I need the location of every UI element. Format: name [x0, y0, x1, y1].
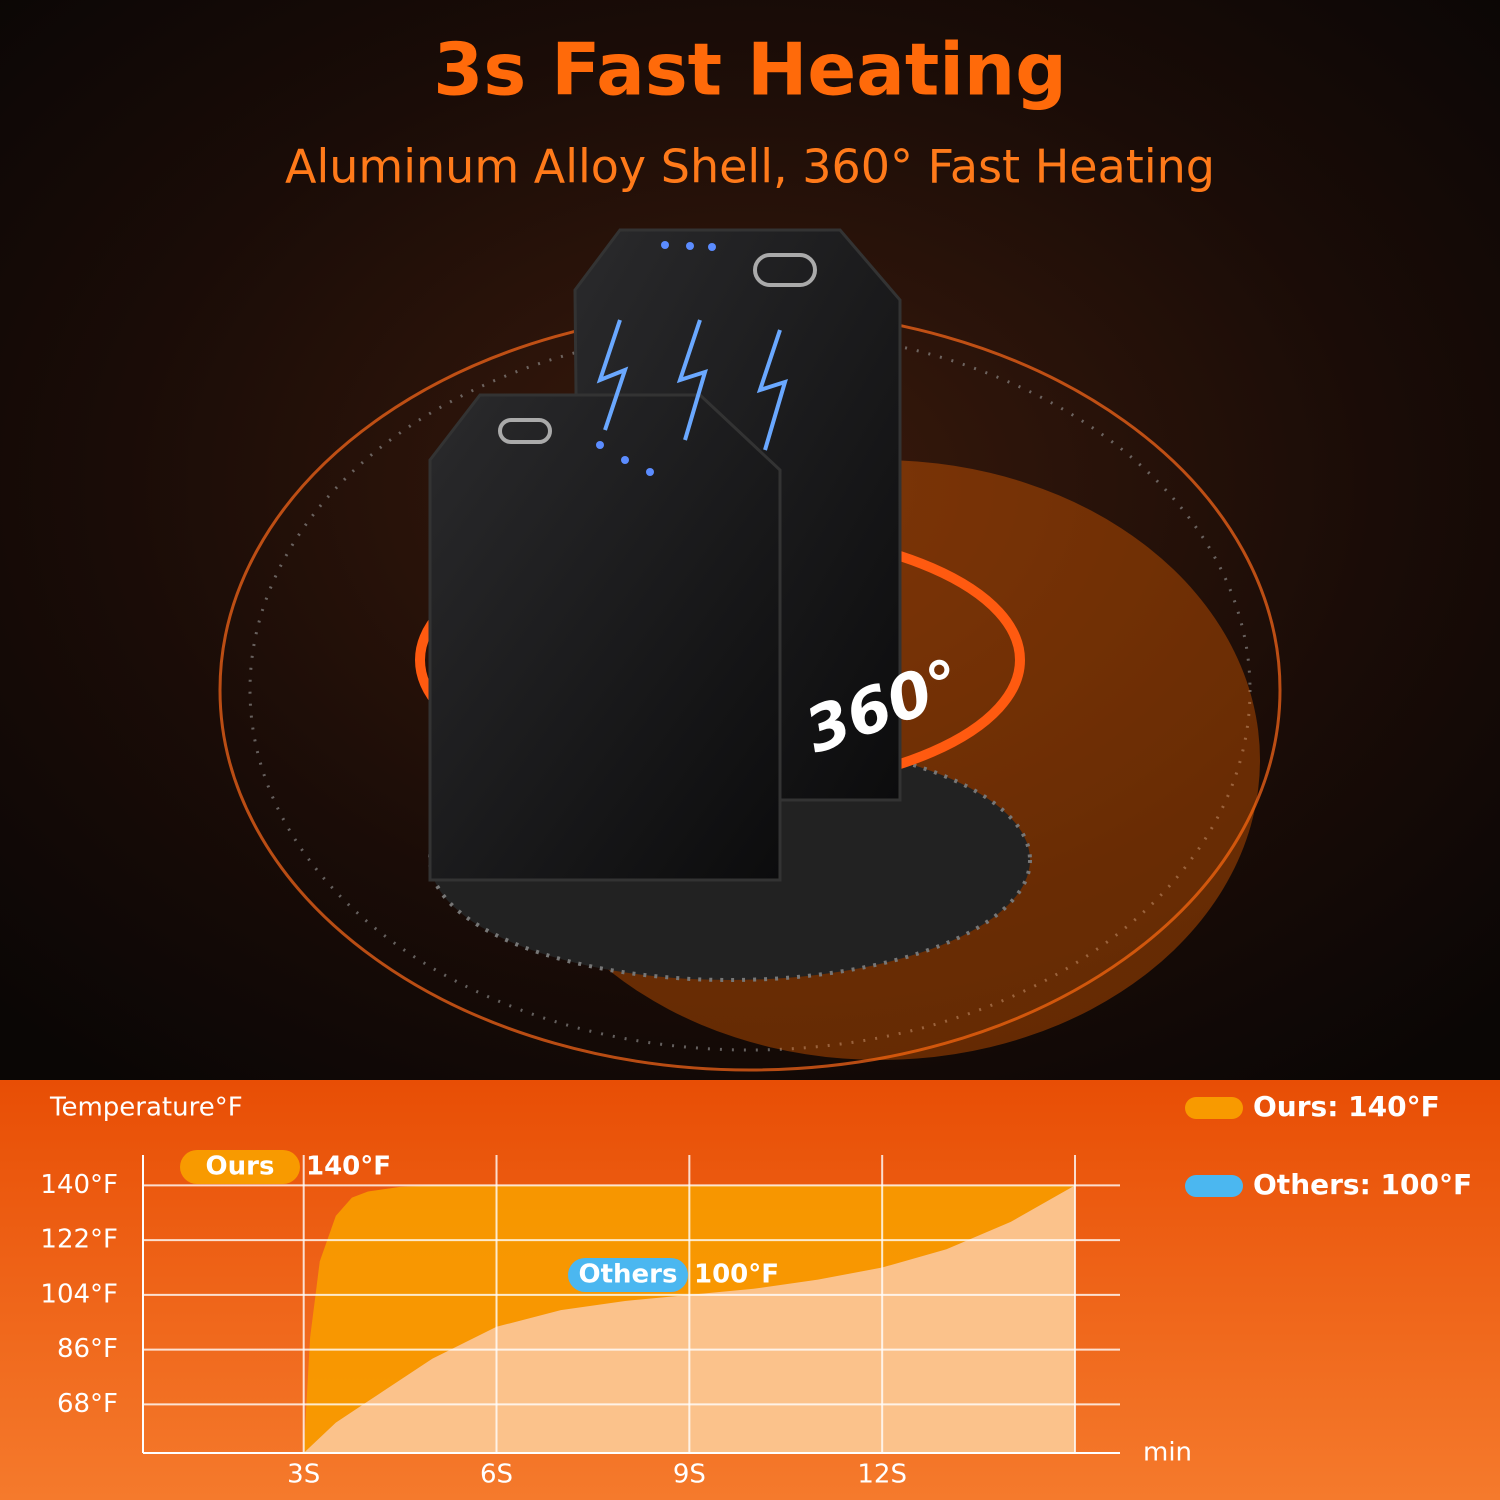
tag-value: 100°F	[694, 1260, 779, 1290]
subtitle: Aluminum Alloy Shell, 360° Fast Heating	[285, 140, 1215, 194]
legend-swatch	[1185, 1097, 1243, 1119]
plot	[143, 1155, 1120, 1453]
tag-pill	[568, 1258, 688, 1292]
tag-value: 140°F	[306, 1152, 391, 1182]
y-tick-label: 86°F	[57, 1334, 118, 1364]
legend-label: Ours: 140°F	[1253, 1090, 1440, 1123]
x-tick-label: 3S	[287, 1460, 320, 1490]
y-tick-label: 122°F	[40, 1225, 118, 1255]
tag-pill	[180, 1150, 300, 1184]
title: 3s Fast Heating	[433, 28, 1066, 112]
tag-label: Others	[579, 1260, 678, 1290]
x-axis-label: min	[1143, 1438, 1192, 1468]
x-tick-label: 6S	[480, 1460, 513, 1490]
y-tick-label: 104°F	[40, 1279, 118, 1309]
legend-label: Others: 100°F	[1253, 1168, 1472, 1201]
y-axis-label: Temperature°F	[49, 1093, 243, 1123]
product-illustration	[218, 228, 1282, 1072]
tag-label: Ours	[206, 1152, 275, 1182]
y-tick-label: 140°F	[40, 1170, 118, 1200]
x-tick-label: 12S	[857, 1460, 907, 1490]
y-tick-label: 68°F	[57, 1389, 118, 1419]
x-tick-label: 9S	[673, 1460, 706, 1490]
legend-swatch	[1185, 1175, 1243, 1197]
